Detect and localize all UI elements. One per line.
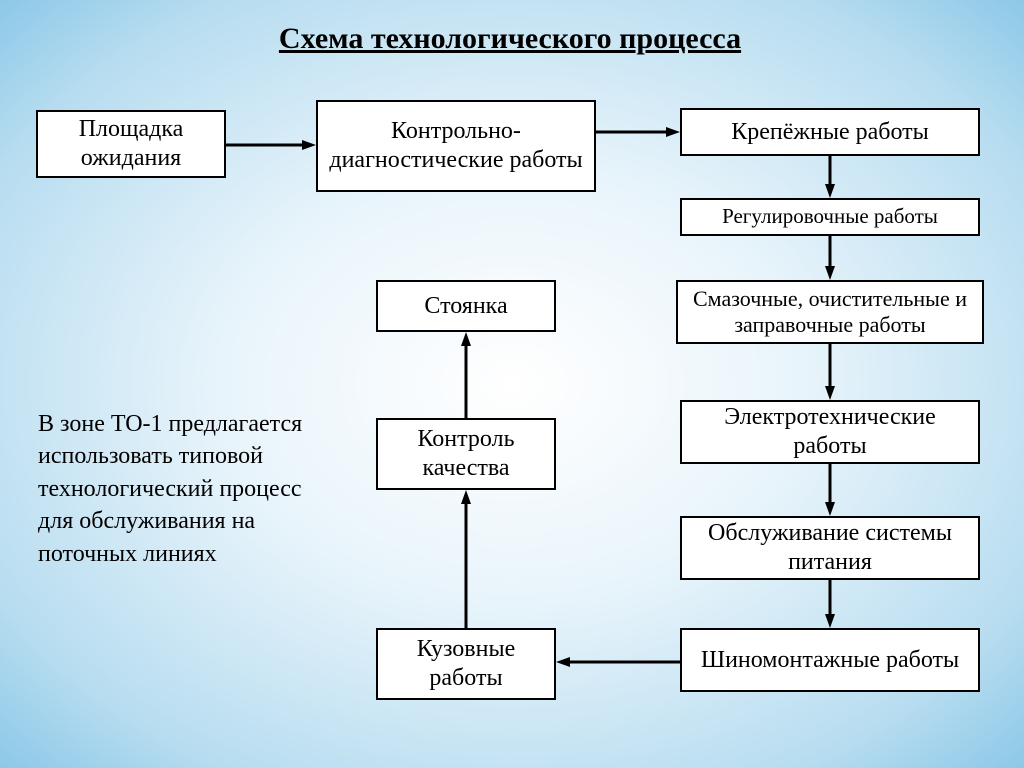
flow-node-lube: Смазочные, очистительные и заправочные р… (676, 280, 984, 344)
flow-node-fuel: Обслуживание системы питания (680, 516, 980, 580)
flow-node-parking: Стоянка (376, 280, 556, 332)
page-title: Схема технологического процесса (200, 22, 820, 56)
flow-node-fasten: Крепёжные работы (680, 108, 980, 156)
flow-node-adjust: Регулировочные работы (680, 198, 980, 236)
flow-node-waiting: Площадка ожидания (36, 110, 226, 178)
flow-node-tire: Шиномонтажные работы (680, 628, 980, 692)
flow-node-diag: Контрольно-диагностические работы (316, 100, 596, 192)
caption-text: В зоне ТО-1 предлагается использовать ти… (38, 408, 308, 570)
flow-node-body: Кузовные работы (376, 628, 556, 700)
flow-node-electro: Электротехнические работы (680, 400, 980, 464)
flow-node-qc: Контроль качества (376, 418, 556, 490)
